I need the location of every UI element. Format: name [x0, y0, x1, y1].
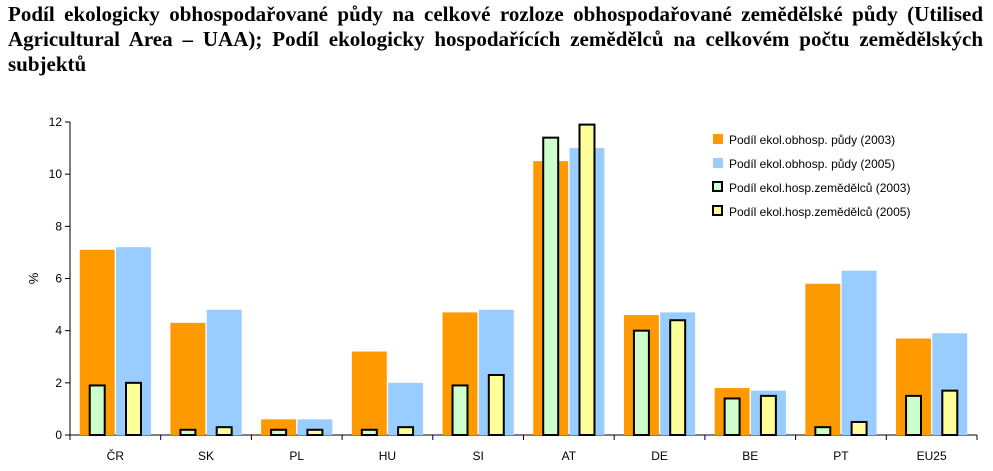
bar-farmers-2005: [306, 428, 324, 436]
bar-land-2003: [805, 283, 841, 435]
bar-farmers-2005: [669, 319, 687, 437]
bar-farmers-2005: [125, 381, 142, 437]
legend-label: Podíl ekol.obhosp. půdy (2005): [729, 157, 895, 171]
legend-swatch: [713, 134, 723, 144]
bar-land-2005: [297, 419, 333, 435]
bar-land-2005: [841, 270, 877, 435]
bar-land-2003: [351, 351, 387, 435]
bar-farmers-2003: [723, 397, 741, 437]
bar-farmers-2005: [578, 123, 596, 436]
legend-swatch: [712, 205, 723, 216]
bar-farmers-2005: [397, 426, 415, 436]
bar-farmers-2003: [632, 329, 650, 436]
y-tick-label: 12: [49, 115, 63, 129]
bar-farmers-2005: [941, 389, 959, 436]
y-tick-label: 0: [55, 428, 62, 442]
x-tick-label: SK: [198, 449, 214, 463]
y-tick-label: 6: [55, 272, 62, 286]
y-tick-label: 4: [55, 324, 62, 338]
bar-farmers-2003: [814, 426, 832, 436]
x-tick-label: HU: [379, 449, 396, 463]
x-tick-label: ČR: [107, 448, 125, 463]
bar-farmers-2003: [542, 136, 560, 436]
y-tick-label: 8: [55, 219, 62, 233]
legend-label: Podíl ekol.obhosp. půdy (2003): [729, 133, 895, 147]
bar-farmers-2003: [905, 394, 922, 436]
bar-farmers-2005: [850, 420, 868, 437]
bar-farmers-2003: [88, 384, 106, 437]
bar-farmers-2003: [451, 384, 469, 437]
bar-farmers-2005: [215, 426, 233, 436]
bar-farmers-2003: [270, 428, 288, 436]
bar-farmers-2003: [360, 428, 378, 436]
x-tick-label: AT: [562, 449, 577, 463]
y-axis: 0 2 4 6 8 10 12%: [26, 115, 71, 442]
x-axis: ČR SK PL HU SI AT DE BE PT EU25: [69, 434, 978, 463]
legend: Podíl ekol.obhosp. půdy (2003) Podíl ekol…: [712, 133, 910, 219]
bar-farmers-2005: [759, 394, 777, 436]
x-tick-label: SI: [472, 449, 483, 463]
legend-swatch: [713, 158, 723, 168]
x-tick-label: PL: [289, 449, 304, 463]
legend-label: Podíl ekol.hosp.zemědělců (2003): [729, 181, 910, 195]
bar-farmers-2005: [487, 374, 505, 436]
bar-land-2003: [170, 322, 206, 435]
bars: [79, 123, 968, 437]
chart-title: Podíl ekologicky obhospodařované půdy na…: [8, 2, 983, 76]
bar-land-2005: [206, 309, 242, 435]
legend-label: Podíl ekol.hosp.zemědělců (2005): [729, 205, 910, 219]
x-tick-label: DE: [651, 449, 668, 463]
bar-land-2003: [261, 419, 297, 435]
x-tick-label: EU25: [917, 449, 947, 463]
y-tick-label: 2: [55, 376, 62, 390]
x-tick-label: BE: [742, 449, 758, 463]
y-tick-label: 10: [49, 167, 63, 181]
y-axis-label: %: [26, 272, 41, 284]
bar-farmers-2003: [179, 428, 197, 436]
legend-swatch: [712, 181, 723, 192]
x-tick-label: PT: [833, 449, 849, 463]
